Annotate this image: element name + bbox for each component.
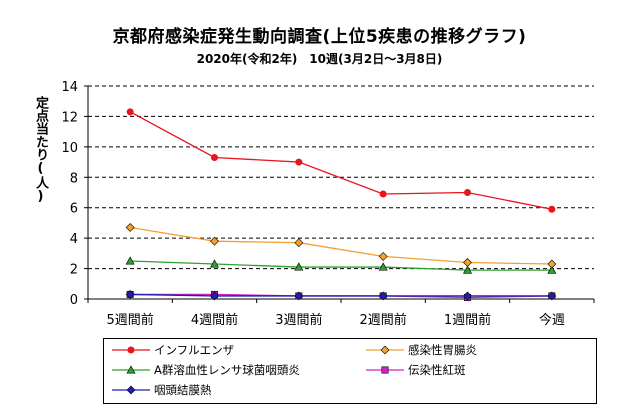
- y-tick-label: 2: [70, 263, 78, 278]
- data-point: [211, 154, 218, 162]
- data-point: [547, 265, 557, 274]
- data-point: [126, 385, 136, 395]
- data-point: [463, 291, 472, 301]
- data-point: [127, 346, 135, 354]
- data-point: [126, 108, 134, 116]
- legend-item-pharyngoconjunctival: 咽頭結膜熱: [112, 381, 212, 399]
- series-line: [130, 293, 552, 297]
- data-point: [125, 223, 135, 232]
- series-4: [125, 290, 557, 301]
- data-point: [379, 190, 387, 198]
- data-point: [462, 265, 473, 274]
- series-line: [129, 111, 552, 210]
- legend-label: インフルエンザ: [154, 343, 235, 357]
- legend-swatch: [112, 365, 150, 374]
- series-0: [126, 108, 556, 213]
- x-tick-label: 3週間前: [275, 312, 322, 328]
- data-point: [378, 251, 388, 261]
- x-tick-label: 4週間前: [191, 312, 238, 328]
- legend-swatch: [112, 385, 150, 395]
- legend-item-influenza: インフルエンザ: [112, 341, 234, 359]
- chart-subtitle: 2020年(令和2年) 10週(3月2日～3月8日): [196, 52, 443, 66]
- data-point: [295, 158, 303, 166]
- legend-label: 感染性胃腸炎: [408, 343, 477, 357]
- data-point: [294, 238, 304, 248]
- data-point: [547, 259, 557, 269]
- data-point: [210, 291, 219, 301]
- y-tick-label: 0: [70, 293, 78, 308]
- legend-item-gastroenteritis: 感染性胃腸炎: [366, 341, 477, 359]
- legend-label: 伝染性紅斑: [408, 363, 466, 377]
- x-tick-label: 5週間前: [107, 312, 154, 328]
- y-axis-label: 定点当たり(人): [33, 96, 48, 204]
- data-point: [381, 366, 389, 374]
- data-point: [378, 262, 388, 271]
- legend: インフルエンザ 感染性胃腸炎 A群溶血性レンサ球菌咽頭炎 伝染性紅斑 咽頭結膜熱: [103, 338, 597, 404]
- data-point: [125, 256, 135, 265]
- chart-title: 京都府感染症発生動向調査(上位5疾患の推移グラフ): [112, 27, 527, 47]
- data-point: [547, 291, 557, 301]
- data-point: [295, 292, 303, 300]
- legend-swatch: [112, 346, 150, 354]
- data-point: [548, 292, 556, 300]
- y-tick-label: 14: [61, 80, 78, 95]
- data-point: [211, 290, 219, 298]
- y-tick-label: 4: [70, 232, 78, 247]
- y-tick-label: 10: [61, 141, 78, 156]
- y-tick-label: 8: [70, 171, 78, 186]
- data-point: [379, 292, 387, 300]
- y-tick-label: 12: [61, 110, 78, 125]
- legend-swatch: [366, 345, 404, 355]
- data-point: [125, 290, 135, 299]
- y-tick-label: 6: [70, 202, 78, 217]
- series-1: [125, 223, 557, 269]
- data-point: [380, 345, 390, 355]
- legend-label: A群溶血性レンサ球菌咽頭炎: [154, 363, 300, 377]
- data-point: [126, 290, 134, 298]
- series-line: [130, 293, 552, 299]
- data-point: [463, 258, 472, 267]
- data-point: [294, 262, 304, 271]
- x-tick-label: 今週: [539, 312, 565, 328]
- series-line: [130, 260, 552, 271]
- legend-item-strep: A群溶血性レンサ球菌咽頭炎: [112, 361, 300, 379]
- legend-label: 咽頭結膜熱: [154, 383, 212, 397]
- legend-item-erythema: 伝染性紅斑: [366, 361, 466, 379]
- x-tick-label: 2週間前: [360, 312, 407, 328]
- series-line: [130, 226, 552, 265]
- data-point: [463, 293, 471, 301]
- data-point: [548, 205, 556, 213]
- legend-swatch: [366, 366, 404, 374]
- data-point: [294, 291, 304, 301]
- data-point: [126, 365, 136, 374]
- series-2: [125, 256, 557, 274]
- data-point: [464, 189, 471, 196]
- x-tick-label: 1週間前: [444, 312, 491, 328]
- data-point: [210, 236, 219, 246]
- data-point: [209, 259, 220, 268]
- data-point: [378, 291, 388, 301]
- series-3: [126, 290, 556, 301]
